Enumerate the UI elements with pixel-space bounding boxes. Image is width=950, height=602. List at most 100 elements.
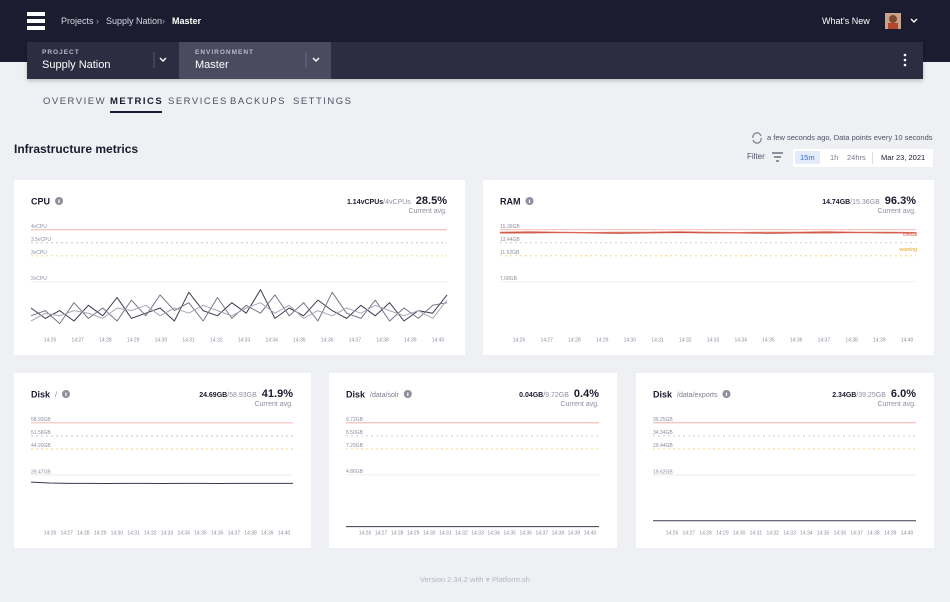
info-icon-glyph [58,199,60,203]
y-tick-label: 7.68GB [500,276,518,282]
project[interactable]: Supply Nation [42,59,111,71]
x-tick-label: 14:40 [432,337,445,343]
x-tick-label: 14:38 [845,337,858,343]
usage-total: /4vCPUs [383,199,411,206]
x-tick-label: 14:29 [716,530,729,536]
tab[interactable]: SETTINGS [293,96,353,107]
current-avg: Current avg. [877,401,916,408]
x-tick-label: 14:31 [182,337,195,343]
x-tick-label: 14:40 [278,530,291,536]
y-tick-label: 44.20GB [31,443,51,449]
y-tick-label: 4vCPU [31,224,47,230]
tab-underline [110,111,162,113]
breadcrumb: Master [172,16,202,26]
y-tick-label: 51.56GB [31,430,51,436]
brand[interactable]: Platform.sh [492,575,530,584]
critical-label: critical [903,232,917,238]
mount-path: /data/exports [677,392,718,399]
tab[interactable]: METRICS [110,96,164,107]
range-picker: 15m 1h 24hrs Mar 23, 2021 [793,149,933,167]
more-menu[interactable] [901,53,909,69]
x-tick-label: 14:36 [834,530,847,536]
x-tick-label: 14:30 [111,530,124,536]
panel-title: Disk [653,389,673,399]
environment-dropdown[interactable] [303,50,329,70]
x-tick-label: 14:30 [155,337,168,343]
x-tick-label: 14:34 [177,530,190,536]
x-tick-label: 14:40 [584,530,597,536]
x-tick-label: 14:34 [487,530,500,536]
tab[interactable]: BACKUPS [230,96,286,107]
x-tick-label: 14:35 [817,530,830,536]
menu-icon[interactable] [27,12,45,30]
filter-icon[interactable] [772,152,784,162]
project-dropdown[interactable] [151,50,171,70]
x-tick-label: 14:37 [850,530,863,536]
x-tick-label: 14:33 [238,337,251,343]
whats-new[interactable]: What's New [822,16,870,26]
y-tick-label: 15.36GB [500,224,520,230]
info-icon-glyph [65,392,67,396]
refresh-icon[interactable] [751,132,763,144]
environment[interactable]: Master [195,59,229,71]
range-option[interactable]: 24hrs [847,153,866,162]
y-tick-label: 2vCPU [31,276,47,282]
current-avg: Current avg. [254,401,293,408]
panel-title: RAM [500,196,521,206]
x-tick-label: 14:33 [161,530,174,536]
x-tick-label: 14:36 [519,530,532,536]
current-avg: Current avg. [877,208,916,215]
x-tick-label: 14:37 [349,337,362,343]
version: Version 2.34.2 with [420,575,484,584]
range-option[interactable]: 1h [830,153,839,162]
series-line [499,231,917,233]
usage: 2.34GB [832,392,856,399]
y-tick-label: 9.72GB [346,417,364,423]
usage-total: /39.25GB [856,392,886,399]
x-tick-label: 14:38 [867,530,880,536]
current-avg: Current avg. [408,208,447,215]
x-tick-label: 14:35 [293,337,306,343]
refresh-status: a few seconds ago, Data points every 10 … [767,133,933,142]
x-tick-label: 14:35 [762,337,775,343]
tab[interactable]: SERVICES [168,96,228,107]
x-tick-label: 14:30 [423,530,436,536]
percent: 0.4% [574,388,599,400]
panel-title: Disk [346,389,366,399]
range-option[interactable]: 15m [795,151,820,164]
breadcrumb[interactable]: Projects [61,16,94,26]
usage: 1.14vCPUs [347,199,383,206]
x-tick-label: 14:33 [783,530,796,536]
info-icon-glyph [407,392,409,396]
x-tick-label: 14:39 [873,337,886,343]
date[interactable]: Mar 23, 2021 [881,153,926,162]
x-tick-label: 14:38 [244,530,257,536]
series-line [30,299,448,322]
environment-box[interactable]: ENVIRONMENT Master [179,42,331,79]
x-tick-label: 14:33 [471,530,484,536]
x-tick-label: 14:28 [568,337,581,343]
y-tick-label: 7.29GB [346,443,364,449]
x-tick-label: 14:26 [44,530,57,536]
metric-panel: Disk / 41.9% /58.93GB 24.69GB Current avg. 58.… [14,373,311,548]
percent: 28.5% [416,195,447,207]
avatar[interactable] [885,13,921,29]
x-tick-label: 14:34 [800,530,813,536]
filter[interactable]: Filter [747,152,765,161]
y-tick-label: 8.50GB [346,430,364,436]
usage-total: /9.72GB [543,392,569,399]
x-tick-label: 14:30 [624,337,637,343]
metric-panel: CPU 28.5% /4vCPUs 1.14vCPUs Current avg. 4vCP… [14,180,465,355]
info-icon-glyph [725,392,728,396]
metric-panel: Disk/data/solr 0.4% /9.72GB 0.04GB Current a… [329,373,617,548]
breadcrumb[interactable]: Supply Nation [106,16,163,26]
y-tick-label: 13.44GB [500,237,520,243]
tab[interactable]: OVERVIEW [43,96,107,107]
y-tick-label: 29.47GB [31,469,51,475]
usage-total: /15.36GB [850,199,880,206]
metric-panel: RAM 96.3% /15.36GB 14.74GB Current avg. 15.36… [483,180,934,355]
environment-selector: PROJECT Supply Nation ENVIRONMENT Master [27,42,923,79]
